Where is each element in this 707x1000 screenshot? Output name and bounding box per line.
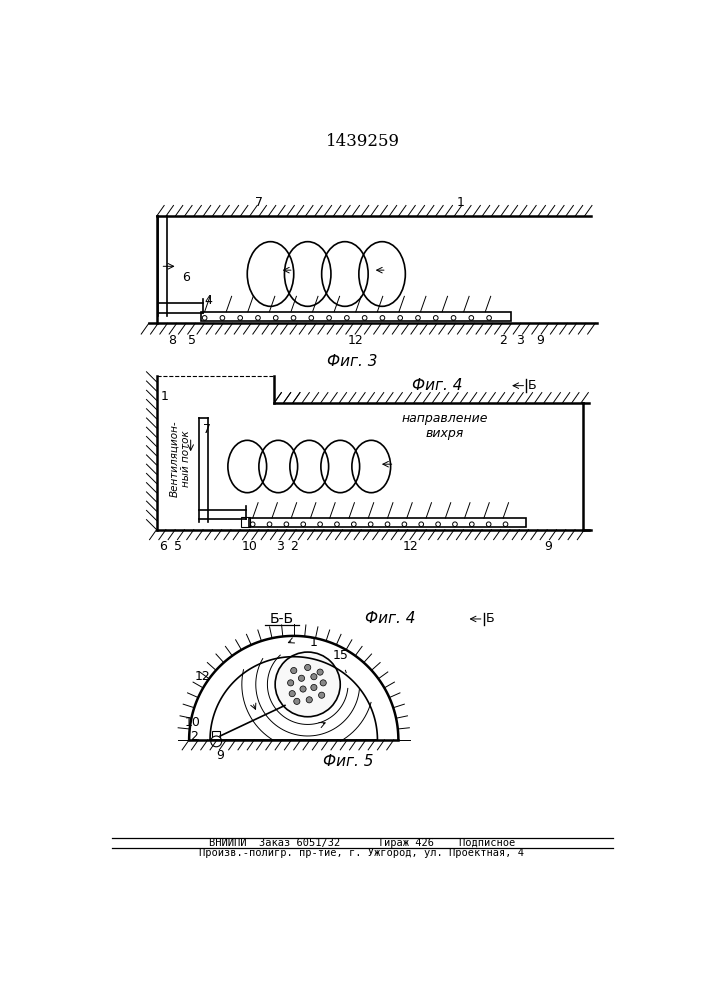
Text: 4: 4 — [204, 294, 213, 307]
Circle shape — [306, 697, 312, 703]
Text: 9: 9 — [544, 540, 552, 553]
Circle shape — [311, 674, 317, 680]
Text: 1: 1 — [457, 196, 464, 209]
Text: 10: 10 — [185, 716, 201, 729]
Text: Фиг. 3: Фиг. 3 — [327, 354, 377, 369]
Text: 9: 9 — [537, 334, 544, 347]
Circle shape — [317, 669, 323, 675]
Text: 10: 10 — [242, 540, 257, 553]
Text: 15: 15 — [332, 649, 348, 662]
Text: Фиг. 5: Фиг. 5 — [323, 754, 373, 769]
Text: 2: 2 — [290, 540, 298, 553]
Text: Б: Б — [486, 612, 494, 625]
Text: Б: Б — [528, 379, 537, 392]
Circle shape — [289, 691, 296, 697]
Text: 8: 8 — [168, 334, 176, 347]
Text: 3: 3 — [276, 540, 284, 553]
Text: 12: 12 — [348, 334, 363, 347]
Text: 2: 2 — [499, 334, 507, 347]
Text: 5: 5 — [174, 540, 182, 553]
Text: направление
вихря: направление вихря — [402, 412, 488, 440]
Circle shape — [288, 680, 293, 686]
Text: Б-Б: Б-Б — [270, 612, 294, 626]
Text: 1439259: 1439259 — [326, 133, 399, 150]
Text: 12: 12 — [194, 670, 210, 683]
Circle shape — [319, 692, 325, 698]
Circle shape — [320, 680, 327, 686]
Text: 2: 2 — [191, 730, 199, 742]
Circle shape — [211, 736, 222, 747]
Text: Вентиляцион-
ный поток: Вентиляцион- ный поток — [169, 420, 191, 497]
Text: 5: 5 — [188, 334, 197, 347]
Circle shape — [275, 652, 340, 717]
Text: 3: 3 — [516, 334, 524, 347]
Text: 6: 6 — [159, 540, 167, 553]
Circle shape — [305, 664, 311, 671]
Circle shape — [291, 667, 297, 674]
Text: Фиг. 4: Фиг. 4 — [412, 378, 462, 393]
Bar — [201, 312, 510, 321]
Text: ВНИИПИ  Заказ 6051/32      Тираж 426    Подписное: ВНИИПИ Заказ 6051/32 Тираж 426 Подписное — [209, 838, 515, 848]
Circle shape — [293, 698, 300, 704]
Text: 7: 7 — [255, 196, 263, 209]
Bar — [212, 731, 220, 740]
Text: Произв.-полигр. пр-тие, г. Ужгород, ул. Проектная, 4: Произв.-полигр. пр-тие, г. Ужгород, ул. … — [199, 848, 525, 858]
Text: 1: 1 — [310, 636, 318, 649]
Circle shape — [298, 675, 305, 681]
Text: 6: 6 — [182, 271, 190, 284]
Bar — [249, 518, 526, 527]
Text: 7: 7 — [203, 423, 211, 436]
Text: 9: 9 — [216, 749, 224, 762]
Bar — [241, 517, 250, 527]
Text: 12: 12 — [403, 540, 419, 553]
Text: Фиг. 4: Фиг. 4 — [366, 611, 416, 626]
Circle shape — [311, 684, 317, 691]
Text: 1: 1 — [160, 390, 168, 403]
Circle shape — [300, 686, 306, 692]
